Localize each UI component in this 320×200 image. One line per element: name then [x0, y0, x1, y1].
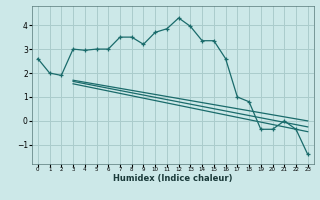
- X-axis label: Humidex (Indice chaleur): Humidex (Indice chaleur): [113, 174, 233, 183]
